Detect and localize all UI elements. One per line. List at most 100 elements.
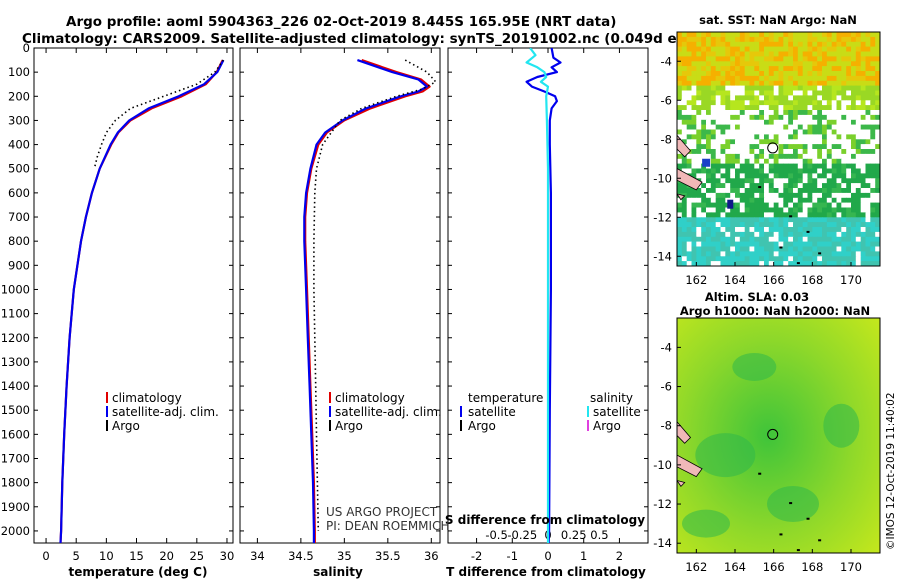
sst-cell (870, 46, 876, 53)
sst-cell (725, 32, 731, 38)
sst-cell (846, 95, 852, 101)
sst-cell (681, 202, 688, 209)
sst-cell (696, 71, 702, 77)
sst-cell (701, 100, 707, 106)
sst-cell (677, 256, 683, 262)
sst-cell (860, 149, 867, 155)
sst-cell (725, 66, 731, 72)
sst-cell (764, 95, 770, 101)
sst-cell (725, 241, 731, 248)
difference-top-label: S difference from climatology (445, 513, 645, 527)
sst-cell (773, 261, 780, 266)
sst-cell (802, 95, 809, 101)
sst-cell (797, 261, 804, 266)
sst-cell (749, 202, 755, 209)
sst-cell (822, 114, 828, 121)
depth-tick-label: 400 (8, 138, 30, 152)
sst-cell (870, 202, 876, 209)
sst-cell (710, 153, 717, 160)
sst-cell (797, 251, 804, 257)
sst-cell (875, 217, 880, 223)
sst-cell (807, 212, 813, 218)
sst-cell (735, 241, 741, 248)
sst-cell (875, 105, 880, 111)
sst-cell (826, 71, 833, 77)
sst-cell (865, 202, 871, 209)
sst-cell (681, 188, 688, 194)
land-island (677, 454, 703, 478)
sst-cell (836, 61, 842, 67)
sst-cell (860, 261, 867, 266)
sst-cell (681, 217, 688, 223)
sst-cell (749, 227, 755, 233)
sst-cell (677, 222, 683, 228)
sst-cell (846, 241, 852, 248)
sst-cell (691, 261, 697, 266)
sst-cell (686, 197, 693, 204)
sst-cell (836, 256, 842, 262)
sst-cell (841, 197, 847, 204)
sst-cell (875, 241, 880, 248)
sst-cell (846, 183, 852, 189)
sst-cell (701, 236, 707, 243)
sst-cell (681, 231, 688, 238)
sst-cell (730, 236, 736, 243)
depth-tick-label: 300 (8, 113, 30, 127)
sst-cell (686, 139, 693, 145)
sst-cell (725, 71, 731, 77)
sst-cell (841, 46, 847, 53)
sst-cell (870, 192, 876, 199)
sst-cell (831, 197, 838, 204)
sst-cell (677, 51, 683, 57)
sst-cell (802, 46, 809, 53)
sst-cell (802, 192, 809, 199)
sst-cell (686, 192, 693, 199)
sst-cell (836, 173, 842, 179)
sst-cell (870, 32, 876, 38)
sst-cell (744, 134, 751, 140)
sst-cell (754, 163, 760, 170)
sst-cell (846, 66, 852, 72)
sst-cell (826, 197, 833, 204)
sst-cell (855, 110, 862, 116)
sst-cell (744, 178, 751, 184)
sst-cell (691, 231, 697, 238)
sst-cell (730, 241, 736, 248)
sst-cell (720, 153, 726, 160)
sst-cell (754, 80, 760, 87)
sst-cell (735, 56, 741, 62)
sst-cell (797, 95, 804, 101)
sst-cell (773, 217, 780, 223)
depth-tick-label: 1200 (1, 331, 30, 345)
sst-cell (768, 56, 775, 62)
sst-cell (793, 168, 799, 174)
sst-cell (759, 178, 765, 184)
sst-cell (773, 139, 780, 145)
sst-cell (831, 173, 838, 179)
sst-cell (860, 251, 867, 257)
sst-cell (812, 90, 818, 96)
sst-cell (773, 183, 780, 189)
sst-cell (875, 100, 880, 106)
sst-cell (826, 124, 833, 131)
sst-cell (841, 144, 847, 150)
sst-cell (870, 212, 876, 218)
sst-cell (744, 236, 751, 243)
sst-cell (807, 80, 813, 87)
sst-cell (686, 212, 693, 218)
sst-cell (788, 202, 794, 209)
sst-cell (764, 36, 770, 43)
depth-tick-label: 700 (8, 210, 30, 224)
sst-cell (783, 261, 789, 266)
sst-cell (826, 261, 833, 266)
x-tick-label: 35.5 (375, 549, 401, 563)
land-island (677, 193, 686, 201)
sst-cell (739, 163, 746, 170)
sst-cell (778, 129, 784, 135)
sst-cell (836, 202, 842, 209)
sst-cell (841, 51, 847, 57)
sst-cell (768, 100, 775, 106)
sst-cell (768, 119, 775, 126)
sst-cell (720, 173, 726, 179)
sst-cell (764, 32, 770, 38)
